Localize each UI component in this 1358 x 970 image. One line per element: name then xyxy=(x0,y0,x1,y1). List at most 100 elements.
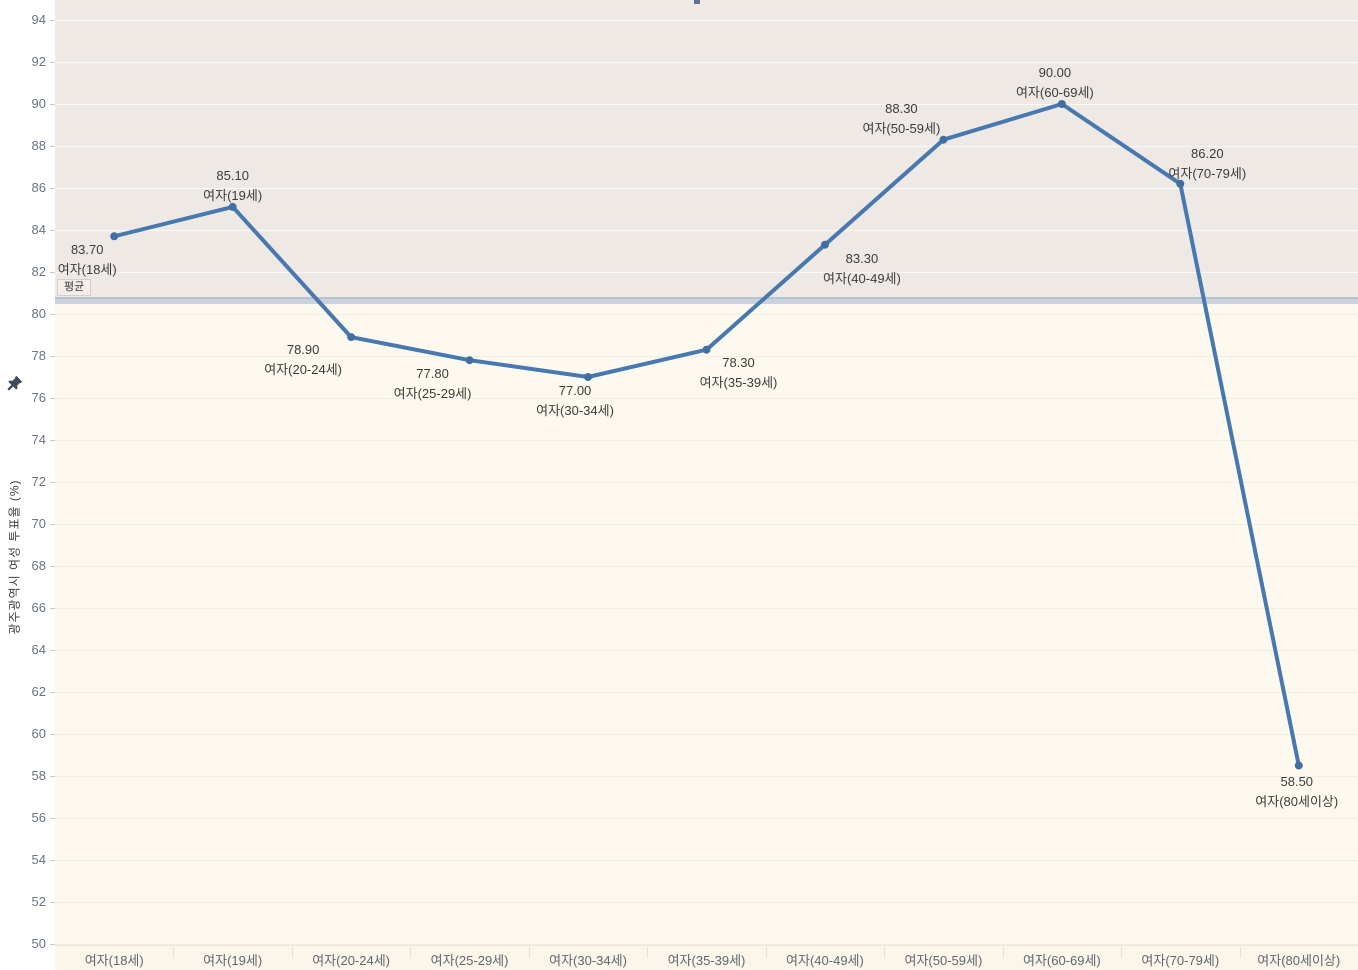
data-point-value: 83.30 xyxy=(845,250,879,266)
x-tick-label: 여자(80세이상) xyxy=(1257,953,1341,968)
data-point-marker[interactable] xyxy=(465,356,474,365)
y-tick-mark xyxy=(50,776,55,777)
y-tick-label: 60 xyxy=(31,726,46,741)
data-point-marker[interactable] xyxy=(939,135,948,144)
data-point-category: 여자(30-34세) xyxy=(536,403,614,418)
data-point-label[interactable]: 88.30 여자(50-59세) xyxy=(863,99,941,139)
y-tick-mark xyxy=(50,734,55,735)
average-line xyxy=(55,296,1358,304)
x-tick-label: 여자(25-29세) xyxy=(430,953,509,968)
plot-area: 평균 83.70 여자(18세) 85.10 여자(19세) 78.90 여자(20-24… xyxy=(55,0,1358,945)
x-tick-label: 여자(50-59세) xyxy=(904,953,983,968)
y-tick-label: 56 xyxy=(31,810,46,825)
y-tick-mark xyxy=(50,230,55,231)
x-tick-label: 여자(18세) xyxy=(84,953,144,968)
data-point-label[interactable]: 83.70 여자(18세) xyxy=(58,240,117,280)
data-point-value: 77.80 xyxy=(416,366,449,382)
y-tick-mark xyxy=(50,944,55,945)
plot-region-below-average xyxy=(55,303,1358,945)
y-tick-mark xyxy=(50,692,55,693)
x-tick-label: 여자(70-79세) xyxy=(1141,953,1220,968)
data-point-category: 여자(35-39세) xyxy=(699,374,778,390)
data-point-label[interactable]: 78.30 여자(35-39세) xyxy=(700,353,778,393)
gridline xyxy=(55,104,1358,105)
x-tick-separator xyxy=(765,947,767,958)
data-point-label[interactable]: 85.10 여자(19세) xyxy=(203,166,262,206)
y-tick-mark xyxy=(50,860,55,861)
y-tick-label: 50 xyxy=(31,936,46,951)
y-tick-label: 82 xyxy=(31,264,46,279)
x-tick-separator xyxy=(1239,947,1241,958)
data-point-value: 88.30 xyxy=(885,100,918,116)
data-point-label[interactable]: 77.80 여자(25-29세) xyxy=(394,364,472,404)
data-point-label[interactable]: 83.30 여자(40-49세) xyxy=(823,249,901,289)
data-point-label[interactable]: 78.90 여자(20-24세) xyxy=(264,340,342,380)
x-tick-label: 여자(19세) xyxy=(203,953,263,968)
gridline xyxy=(55,146,1358,147)
data-point-value: 77.00 xyxy=(558,383,592,398)
x-tick-separator xyxy=(1002,947,1004,958)
gridline xyxy=(55,482,1358,483)
gridline xyxy=(55,902,1358,903)
y-tick-label: 52 xyxy=(31,894,46,909)
data-point-value: 58.50 xyxy=(1280,773,1314,789)
data-point-marker[interactable] xyxy=(702,345,711,354)
data-point-value: 85.10 xyxy=(216,167,249,183)
gridline xyxy=(55,650,1358,651)
x-tick-label: 여자(60-69세) xyxy=(1022,953,1101,968)
data-point-label[interactable]: 90.00 여자(60-69세) xyxy=(1016,63,1094,103)
gridline xyxy=(55,818,1358,819)
x-axis: 여자(18세) 여자(19세) 여자(20-24세) 여자(25-29세) 여자(30-… xyxy=(55,945,1358,970)
data-point-marker[interactable] xyxy=(1176,179,1185,188)
data-point-category: 여자(25-29세) xyxy=(393,386,472,402)
y-tick-mark xyxy=(50,482,55,483)
data-point-label[interactable]: 86.20 여자(70-79세) xyxy=(1168,144,1246,184)
gridline xyxy=(55,188,1358,189)
x-tick-separator xyxy=(173,947,175,958)
gridline xyxy=(55,62,1358,63)
y-tick-label: 78 xyxy=(31,348,46,363)
y-tick-mark xyxy=(50,650,55,651)
data-point-value: 90.00 xyxy=(1038,65,1072,80)
data-point-marker[interactable] xyxy=(1294,761,1303,770)
y-tick-label: 90 xyxy=(31,96,46,111)
x-tick-separator xyxy=(1121,947,1123,958)
y-tick-label: 62 xyxy=(31,684,46,699)
gridline xyxy=(55,524,1358,525)
y-tick-label: 92 xyxy=(31,54,46,69)
data-point-category: 여자(50-59세) xyxy=(862,120,941,136)
data-point-marker[interactable] xyxy=(228,202,237,211)
series-line xyxy=(110,100,1303,770)
gridline xyxy=(55,776,1358,777)
x-tick-label: 여자(35-39세) xyxy=(667,953,746,968)
data-point-marker[interactable] xyxy=(347,333,356,342)
x-tick-separator xyxy=(291,947,293,958)
data-point-label[interactable]: 77.00 여자(30-34세) xyxy=(536,381,614,421)
gridline xyxy=(55,20,1358,21)
pin-icon[interactable] xyxy=(5,374,24,393)
data-point-marker[interactable] xyxy=(584,373,593,381)
data-point-marker[interactable] xyxy=(1057,100,1066,108)
data-point-label[interactable]: 58.50 여자(80세이상) xyxy=(1255,772,1338,812)
y-axis: 94 92 90 88 86 84 82 80 78 76 74 72 70 68 66 64 62 60 58 56… xyxy=(0,0,55,951)
data-point-category: 여자(70-79세) xyxy=(1168,165,1247,181)
x-tick-label: 여자(40-49세) xyxy=(786,953,864,968)
y-tick-label: 68 xyxy=(31,558,46,573)
x-tick-separator xyxy=(884,947,886,958)
gridline xyxy=(55,398,1358,399)
gridline xyxy=(55,440,1358,441)
data-point-marker[interactable] xyxy=(110,232,119,241)
y-tick-label: 54 xyxy=(31,852,46,867)
data-point-category: 여자(18세) xyxy=(57,262,117,278)
data-point-category: 여자(20-24세) xyxy=(264,362,343,378)
data-point-value: 78.30 xyxy=(722,354,755,370)
y-tick-mark xyxy=(50,566,55,567)
gridline xyxy=(55,608,1358,609)
y-tick-mark xyxy=(50,440,55,441)
data-point-marker[interactable] xyxy=(820,240,829,249)
y-tick-mark xyxy=(50,818,55,819)
y-tick-mark xyxy=(50,608,55,609)
y-tick-label: 88 xyxy=(31,138,46,153)
y-tick-mark xyxy=(50,314,55,315)
